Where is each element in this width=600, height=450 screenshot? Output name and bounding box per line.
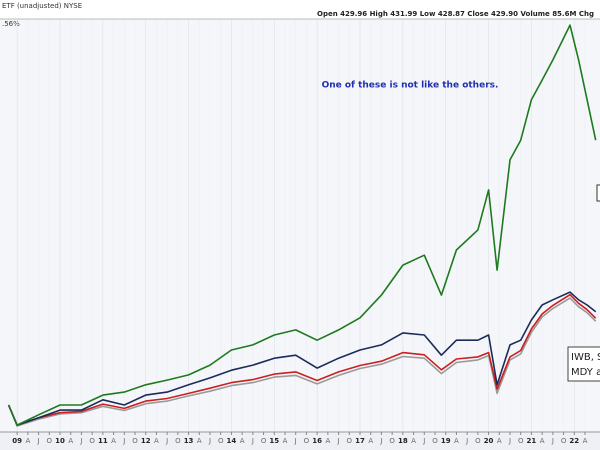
series-line xyxy=(7,24,597,426)
x-tick-label: O xyxy=(518,437,524,445)
x-tick-label: A xyxy=(197,437,202,445)
x-tick-label: J xyxy=(337,437,340,445)
x-tick-label: 13 xyxy=(184,437,194,445)
x-tick-label: A xyxy=(154,437,159,445)
x-tick-label: 20 xyxy=(484,437,494,445)
x-tick-label: J xyxy=(551,437,554,445)
series-line xyxy=(7,293,597,426)
x-tick-label: O xyxy=(304,437,310,445)
x-tick-label: O xyxy=(132,437,138,445)
x-tick-label: O xyxy=(89,437,95,445)
x-tick-label: J xyxy=(422,437,425,445)
series-line xyxy=(7,297,597,427)
x-tick-label: A xyxy=(240,437,245,445)
x-axis-strip xyxy=(0,432,600,450)
x-tick-label: A xyxy=(540,437,545,445)
header-bar xyxy=(0,0,600,19)
x-tick-label: J xyxy=(294,437,297,445)
legend-line: MDY a xyxy=(571,367,600,378)
x-tick-label: 17 xyxy=(355,437,365,445)
x-tick-label: 10 xyxy=(55,437,65,445)
x-tick-label: A xyxy=(325,437,330,445)
x-tick-label: 16 xyxy=(312,437,322,445)
x-tick-label: A xyxy=(25,437,30,445)
x-tick-label: O xyxy=(561,437,567,445)
x-tick-label: O xyxy=(389,437,395,445)
x-tick-label: J xyxy=(165,437,168,445)
x-tick-label: J xyxy=(251,437,254,445)
x-tick-label: A xyxy=(583,437,588,445)
annotation: One of these is not like the others. xyxy=(322,81,499,91)
source-label: ETF (unadjusted) NYSE xyxy=(2,2,82,10)
legend-box xyxy=(567,346,600,382)
x-tick-label: J xyxy=(122,437,125,445)
x-tick-label: O xyxy=(347,437,353,445)
x-tick-label: A xyxy=(497,437,502,445)
x-tick-label: J xyxy=(79,437,82,445)
x-tick-label: 14 xyxy=(227,437,237,445)
lines xyxy=(7,24,597,427)
price-tag xyxy=(596,184,600,202)
grid xyxy=(16,20,586,432)
x-tick-label: 12 xyxy=(141,437,151,445)
x-tick-label: 09 xyxy=(12,437,22,445)
x-tick-label: J xyxy=(37,437,40,445)
legend-line: IWB, S xyxy=(571,352,600,363)
x-tick-label: A xyxy=(283,437,288,445)
x-tick-label: 22 xyxy=(569,437,579,445)
x-tick-label: 15 xyxy=(269,437,279,445)
x-tick-label: A xyxy=(411,437,416,445)
x-tick-label: 18 xyxy=(398,437,408,445)
x-tick-label: 19 xyxy=(441,437,451,445)
x-tick-label: O xyxy=(218,437,224,445)
x-tick-label: O xyxy=(432,437,438,445)
x-tick-label: A xyxy=(111,437,116,445)
x-tick-label: J xyxy=(208,437,211,445)
corner-label: .56% xyxy=(2,20,20,28)
x-tick-label: 11 xyxy=(98,437,108,445)
x-tick-label: O xyxy=(261,437,267,445)
x-tick-label: A xyxy=(68,437,73,445)
x-tick-label: A xyxy=(368,437,373,445)
x-tick-label: A xyxy=(454,437,459,445)
x-tick-label: O xyxy=(175,437,181,445)
x-tick-label: J xyxy=(465,437,468,445)
quote-line: Open 429.96 High 431.99 Low 428.87 Close… xyxy=(317,10,594,18)
x-ticks: 09 A J O 10 A J O 11 A J O 12 A J O 13 A J O 14 A J O 15 A J O 16 A J O… xyxy=(12,432,588,445)
series-line xyxy=(7,291,597,426)
x-tick-label: J xyxy=(508,437,511,445)
x-tick-label: O xyxy=(475,437,481,445)
x-tick-label: J xyxy=(379,437,382,445)
x-tick-label: O xyxy=(47,437,53,445)
x-tick-label: 21 xyxy=(527,437,537,445)
